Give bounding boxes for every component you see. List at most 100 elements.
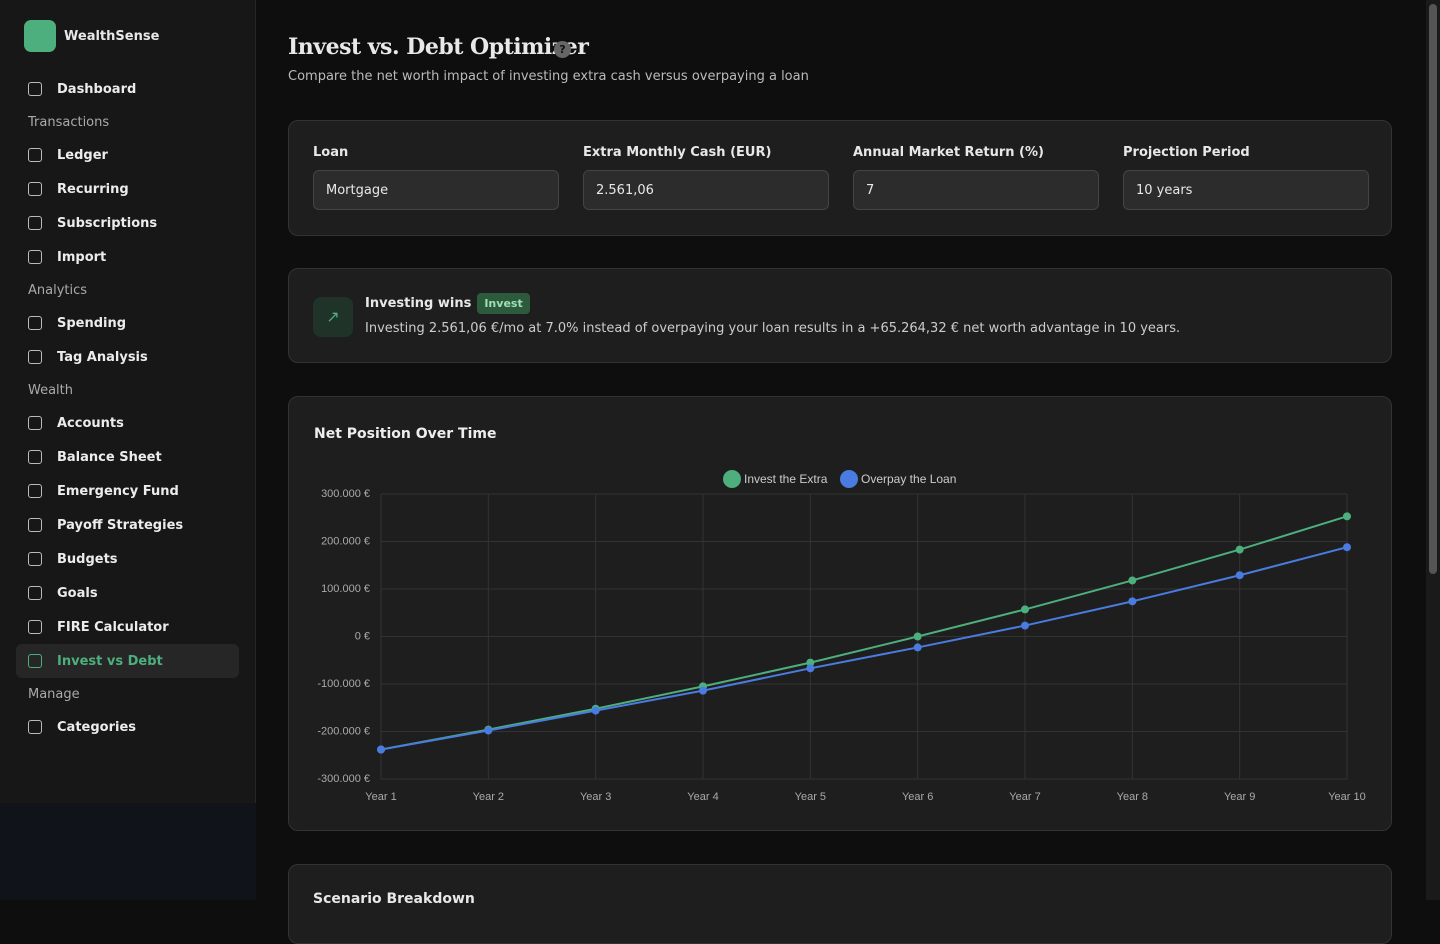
point <box>699 686 707 695</box>
field-label: Annual Market Return (%) <box>853 145 1044 160</box>
input[interactable]: 7 <box>853 170 1099 210</box>
x-tick-label: Year 4 <box>687 791 718 803</box>
breakdown-card: Scenario Breakdown <box>288 864 1392 944</box>
point <box>1128 576 1137 585</box>
result-title: Investing wins <box>365 296 472 311</box>
nav-label: Ledger <box>57 147 108 163</box>
y-tick-label: -200.000 € <box>317 725 370 737</box>
nav-heading: Analytics <box>28 282 88 298</box>
field-label: Extra Monthly Cash (EUR) <box>583 145 772 160</box>
field: Loan Mortgage <box>313 145 559 210</box>
x-tick-label: Year 3 <box>580 791 611 803</box>
nav-item[interactable]: Subscriptions <box>16 206 239 240</box>
point <box>1235 545 1244 554</box>
x-tick-label: Year 9 <box>1224 791 1255 803</box>
help-icon[interactable]: ? <box>554 41 571 58</box>
nav-item[interactable]: Emergency Fund <box>16 474 239 508</box>
nav-label: Categories <box>57 719 137 735</box>
x-tick-label: Year 10 <box>1328 791 1366 803</box>
series-line <box>380 515 1348 751</box>
badge: Invest <box>477 293 530 314</box>
field: Projection Period 10 years <box>1123 145 1369 210</box>
nav-item[interactable]: FIRE Calculator <box>16 610 239 644</box>
x-tick-label: Year 7 <box>1009 791 1040 803</box>
nav-item[interactable]: Balance Sheet <box>16 440 239 474</box>
logo <box>24 20 56 52</box>
nav-label: Payoff Strategies <box>57 517 184 533</box>
point <box>484 726 493 735</box>
point <box>806 658 815 667</box>
y-tick-label: 200.000 € <box>321 535 370 547</box>
nav-label: Budgets <box>57 551 118 567</box>
nav-item[interactable]: Tag Analysis <box>16 340 239 374</box>
y-tick-label: 100.000 € <box>321 583 370 595</box>
sidebar: WealthSense Dashboard Transactions Ledge… <box>0 0 256 900</box>
nav-item[interactable]: Accounts <box>16 406 239 440</box>
nav-label: FIRE Calculator <box>57 619 169 635</box>
breakdown-title: Scenario Breakdown <box>313 891 475 907</box>
field-label: Loan <box>313 145 349 160</box>
point <box>1343 512 1351 521</box>
nav-item[interactable]: Ledger <box>16 138 239 172</box>
input[interactable]: 2.561,06 <box>583 170 829 210</box>
nav-item[interactable]: Categories <box>16 710 239 744</box>
nav-label: Spending <box>57 315 127 331</box>
nav-label: Emergency Fund <box>57 483 179 499</box>
field-label: Projection Period <box>1123 145 1250 160</box>
y-tick-label: -300.000 € <box>317 773 370 785</box>
point <box>1128 597 1137 606</box>
nav-label: Accounts <box>57 415 124 431</box>
x-tick-label: Year 1 <box>365 791 396 803</box>
nav-heading: Manage <box>28 686 80 702</box>
point <box>591 706 600 715</box>
nav: Dashboard Transactions Ledger Recurring … <box>16 72 239 744</box>
y-tick-label: -100.000 € <box>317 678 370 690</box>
nav-item[interactable]: Dashboard <box>16 72 239 106</box>
legend-label: Overpay the Loan <box>861 472 956 486</box>
scrollbar[interactable] <box>1426 0 1440 900</box>
sidebar-footer <box>0 803 256 900</box>
point <box>377 745 385 754</box>
chart-title: Net Position Over Time <box>314 426 496 442</box>
x-tick-label: Year 2 <box>473 791 504 803</box>
nav-label: Subscriptions <box>57 215 158 231</box>
nav-label: Tag Analysis <box>57 349 148 365</box>
nav-item[interactable]: Recurring <box>16 172 239 206</box>
page-title: Invest vs. Debt Optimizer <box>288 34 589 60</box>
x-tick-label: Year 5 <box>795 791 826 803</box>
point <box>806 664 815 673</box>
select[interactable]: 10 years <box>1123 170 1369 210</box>
y-tick-label: 300.000 € <box>321 488 370 500</box>
x-tick-label: Year 8 <box>1117 791 1148 803</box>
nav-item[interactable]: Import <box>16 240 239 274</box>
point <box>1021 605 1029 614</box>
page-subtitle: Compare the net worth impact of investin… <box>288 69 809 84</box>
x-tick-label: Year 6 <box>902 791 933 803</box>
select[interactable]: Mortgage <box>313 170 559 210</box>
brand-name: WealthSense <box>64 28 160 44</box>
result-card: ↗ Investing wins Invest Investing 2.561,0… <box>288 268 1392 363</box>
point <box>1235 571 1244 580</box>
point <box>913 643 922 652</box>
field: Extra Monthly Cash (EUR) 2.561,06 <box>583 145 829 210</box>
nav-heading: Transactions <box>28 114 110 130</box>
legend-swatch <box>840 470 858 488</box>
chart-card: Net Position Over Time -300.000 € -200.00… <box>288 396 1392 831</box>
nav-label: Goals <box>57 585 98 601</box>
nav-item[interactable]: Budgets <box>16 542 239 576</box>
nav-heading: Wealth <box>28 382 74 398</box>
form-card: Loan Mortgage Extra Monthly Cash (EUR) 2.5… <box>288 120 1392 236</box>
brand[interactable]: WealthSense <box>24 20 159 52</box>
result-text: Investing 2.561,06 €/mo at 7.0% instead … <box>365 321 1181 336</box>
result-head: Investing wins Invest <box>365 293 530 314</box>
series-line <box>380 546 1348 751</box>
nav-item[interactable]: Spending <box>16 306 239 340</box>
legend-label: Invest the Extra <box>744 472 828 486</box>
nav-item[interactable]: Payoff Strategies <box>16 508 239 542</box>
nav-item[interactable]: Goals <box>16 576 239 610</box>
point <box>1343 543 1351 552</box>
nav-label: Recurring <box>57 181 129 197</box>
trend-icon: ↗ <box>313 297 353 337</box>
nav-item-active[interactable]: Invest vs Debt <box>16 644 239 678</box>
